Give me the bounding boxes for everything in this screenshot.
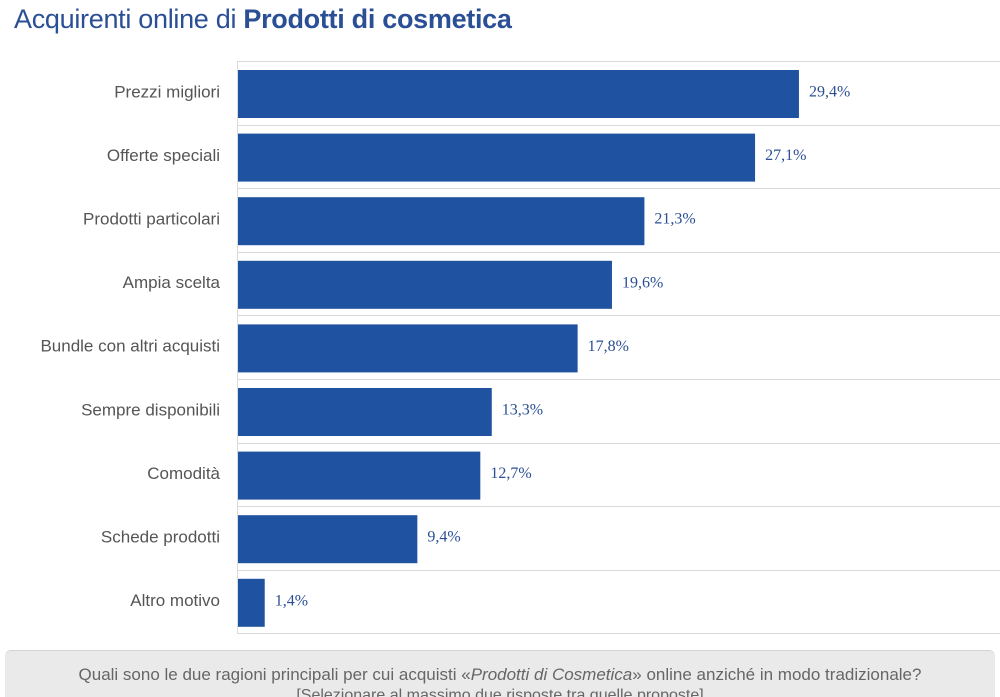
value-label: 12,7% (490, 465, 531, 482)
value-label: 21,3% (654, 211, 695, 228)
bar (238, 388, 492, 436)
category-label: Schede prodotti (101, 527, 220, 546)
bar (238, 324, 578, 373)
question-subject: Prodotti di Cosmetica (470, 665, 633, 684)
bar (238, 451, 481, 500)
title-subject: Prodotti di cosmetica (243, 4, 512, 34)
survey-question: Quali sono le due ragioni principali per… (5, 665, 995, 685)
category-label: Prodotti particolari (83, 209, 220, 228)
value-label: 17,8% (588, 338, 629, 355)
question-text-before: Quali sono le due ragioni principali per… (78, 665, 471, 684)
value-label: 29,4% (809, 83, 850, 100)
question-footer: Quali sono le due ragioni principali per… (5, 650, 995, 697)
category-label: Offerte speciali (107, 146, 220, 165)
category-label: Comodità (147, 464, 220, 483)
value-label: 1,4% (275, 592, 308, 609)
category-label: Bundle con altri acquisti (40, 337, 220, 356)
category-label: Prezzi migliori (114, 82, 220, 101)
survey-note: [Selezionare al massimo due risposte tra… (296, 687, 704, 697)
bar (238, 133, 756, 182)
bar-chart: Prezzi migliori 29,4% Offerte speciali 27,1… (40, 61, 1000, 634)
bar (238, 197, 645, 246)
category-label: Ampia scelta (123, 273, 221, 292)
category-label: Sempre disponibili (81, 400, 220, 419)
chart-title: Acquirenti online di Prodotti di cosmeti… (14, 4, 512, 35)
question-text-after: » online anziché in modo tradizionale? (632, 665, 922, 684)
value-label: 19,6% (622, 274, 663, 291)
bar (238, 70, 799, 118)
category-label: Altro motivo (130, 591, 220, 610)
title-prefix: Acquirenti online di (14, 4, 237, 34)
value-label: 13,3% (502, 401, 543, 418)
bar (238, 578, 265, 627)
value-label: 9,4% (427, 529, 460, 546)
bar (238, 260, 612, 309)
bar (238, 515, 418, 564)
value-label: 27,1% (765, 147, 806, 164)
